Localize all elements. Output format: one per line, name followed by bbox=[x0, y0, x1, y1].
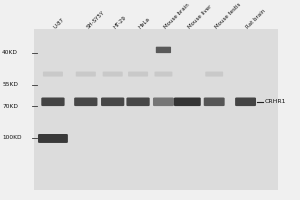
FancyBboxPatch shape bbox=[76, 72, 96, 77]
Text: 100KD: 100KD bbox=[2, 135, 22, 140]
Text: 40KD: 40KD bbox=[2, 50, 18, 55]
FancyBboxPatch shape bbox=[101, 97, 124, 106]
FancyBboxPatch shape bbox=[74, 97, 98, 106]
FancyBboxPatch shape bbox=[204, 97, 225, 106]
Text: 55KD: 55KD bbox=[2, 82, 18, 87]
FancyBboxPatch shape bbox=[41, 97, 64, 106]
FancyBboxPatch shape bbox=[38, 134, 68, 143]
FancyBboxPatch shape bbox=[103, 72, 123, 77]
Text: HT-29: HT-29 bbox=[113, 15, 128, 29]
FancyBboxPatch shape bbox=[34, 29, 278, 190]
FancyBboxPatch shape bbox=[126, 97, 150, 106]
Text: Mouse brain: Mouse brain bbox=[164, 2, 191, 29]
Text: Mouse liver: Mouse liver bbox=[187, 4, 213, 29]
FancyBboxPatch shape bbox=[128, 72, 148, 77]
Text: SH-SY5Y: SH-SY5Y bbox=[86, 9, 106, 29]
Text: 70KD: 70KD bbox=[2, 104, 18, 109]
FancyBboxPatch shape bbox=[174, 97, 201, 106]
Text: HeLa: HeLa bbox=[138, 16, 152, 29]
FancyBboxPatch shape bbox=[205, 72, 223, 77]
Text: Rat brain: Rat brain bbox=[246, 8, 267, 29]
FancyBboxPatch shape bbox=[235, 97, 256, 106]
FancyBboxPatch shape bbox=[153, 97, 174, 106]
Text: U-87: U-87 bbox=[53, 17, 66, 29]
FancyBboxPatch shape bbox=[43, 72, 63, 77]
Text: CRHR1: CRHR1 bbox=[265, 99, 286, 104]
FancyBboxPatch shape bbox=[154, 72, 172, 77]
Text: Mouse testis: Mouse testis bbox=[214, 1, 242, 29]
FancyBboxPatch shape bbox=[156, 47, 171, 53]
